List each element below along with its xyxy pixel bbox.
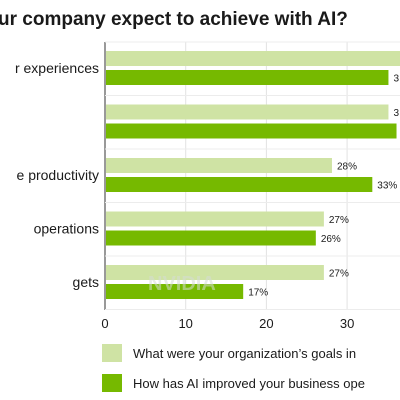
x-tick-30: 30 [340,316,354,331]
x-tick-0: 0 [101,316,108,331]
bar-improved-1 [106,123,397,139]
data-label: 3 [393,108,399,119]
bar-improved-2 [106,177,373,192]
data-label: 27% [329,269,349,280]
chart-title: ur company expect to achieve with AI? [0,9,348,30]
data-label: 33% [377,181,397,192]
data-label: 27% [329,215,349,226]
data-label: 28% [337,162,357,173]
bar-goals-1 [106,104,389,120]
bar-goals-3 [106,211,324,227]
legend-label-0: What were your organization’s goals in [133,346,356,361]
watermark: NVIDIA [148,273,216,295]
legend: What were your organization’s goals in Ho… [102,344,365,392]
x-tick-labels: 0 10 20 30 [101,316,354,331]
x-tick-10: 10 [178,316,192,331]
grid [104,41,400,310]
legend-label-1: How has AI improved your business ope [133,376,365,391]
bar-goals-4 [106,265,324,280]
bar-improved-3 [106,230,316,246]
data-label: 26% [321,234,341,245]
bar-improved-4 [106,284,244,299]
category-label: gets [73,274,99,290]
category-label: operations [34,221,99,237]
bars: 3 3 28% 33% 27% 26% 27% 17% [106,51,400,299]
category-labels: r experiences e productivity operations get… [15,60,99,290]
bar-goals-2 [106,158,332,173]
x-tick-20: 20 [259,316,273,331]
category-label: r experiences [15,60,99,76]
category-label: e productivity [17,167,99,183]
data-label: 17% [248,288,268,299]
legend-swatch-0 [102,344,122,362]
legend-swatch-1 [102,374,122,392]
bar-goals-0 [106,51,400,66]
data-label: 3 [393,74,399,85]
bar-improved-0 [106,70,389,85]
